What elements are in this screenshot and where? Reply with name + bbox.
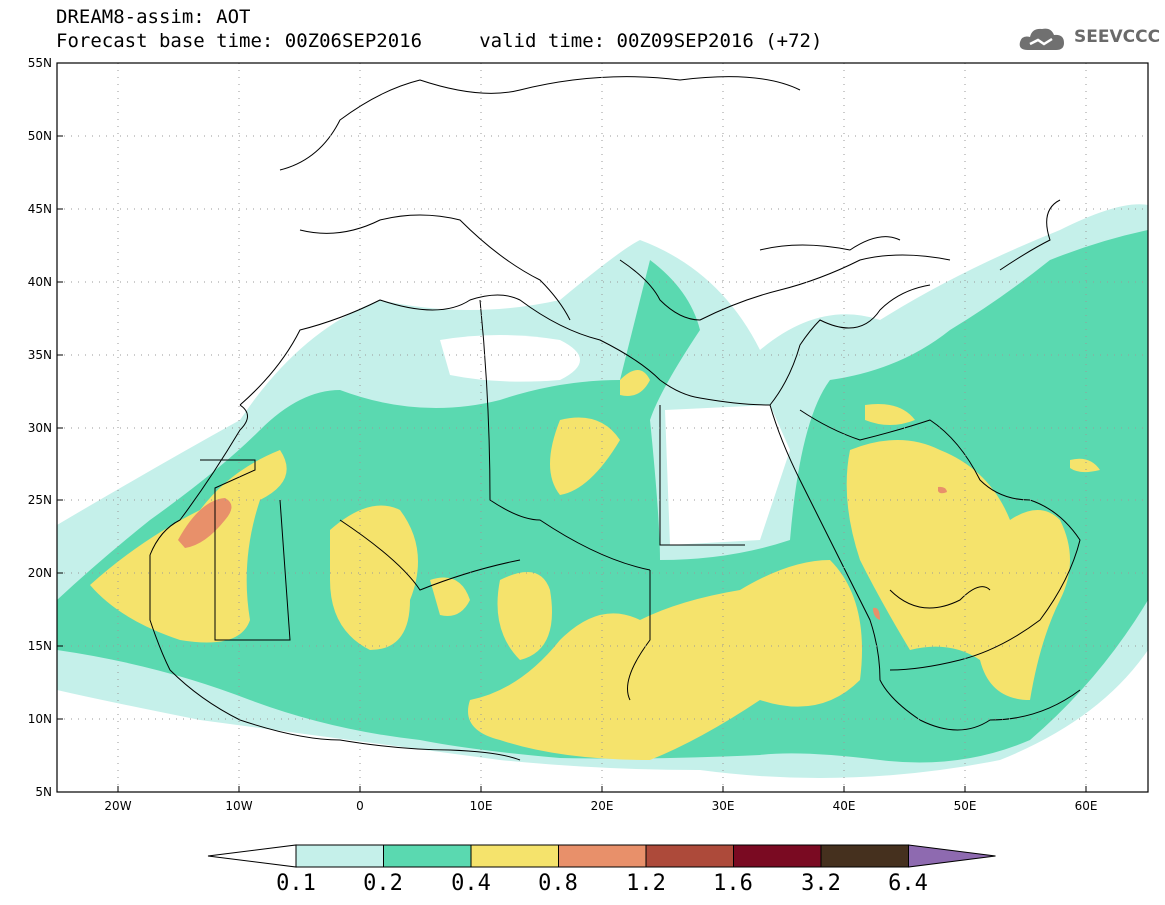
colorbar-label: 1.2 [626,871,666,896]
seevccc-logo [1019,28,1064,50]
colorbar-label: 6.4 [888,871,928,896]
map-subtitle-times: Forecast base time: 00Z06SEP2016 valid t… [56,30,823,52]
colorbar-label: 0.4 [451,871,491,896]
cloud-icon [1019,28,1064,50]
y-tick-label: 50N [28,129,52,143]
x-tick-label: 60E [1075,799,1098,813]
map-title: DREAM8-assim: AOT [56,6,251,28]
y-tick-label: 35N [28,348,52,362]
graticule [57,63,1148,792]
logo-text: SEEVCCC [1074,27,1161,47]
x-tick-label: 20E [591,799,614,813]
y-tick-label: 30N [28,421,52,435]
colorbar-label: 0.1 [276,871,316,896]
x-tick-label: 0 [356,799,364,813]
coastlines [149,76,1081,761]
x-tick-label: 40E [833,799,856,813]
y-tick-label: 25N [28,493,52,507]
x-tick-label: 10W [225,799,252,813]
y-tick-label: 55N [28,56,52,70]
colorbar-label: 3.2 [801,871,841,896]
x-tick-label: 20W [104,799,131,813]
colorbar-label: 0.8 [538,871,578,896]
y-tick-label: 40N [28,275,52,289]
colorbar-label: 1.6 [713,871,753,896]
aot-band-0.8 [178,486,947,620]
y-tick-label: 10N [28,712,52,726]
aot-band-0.2 [57,230,1148,763]
y-tick-label: 45N [28,202,52,216]
y-tick-label: 20N [28,566,52,580]
colorbar-label: 0.2 [363,871,403,896]
aot-field [57,76,1148,778]
x-tick-label: 50E [954,799,977,813]
x-tick-label: 30E [712,799,735,813]
y-tick-label: 15N [28,639,52,653]
y-tick-label: 5N [35,785,52,799]
x-tick-label: 10E [470,799,493,813]
